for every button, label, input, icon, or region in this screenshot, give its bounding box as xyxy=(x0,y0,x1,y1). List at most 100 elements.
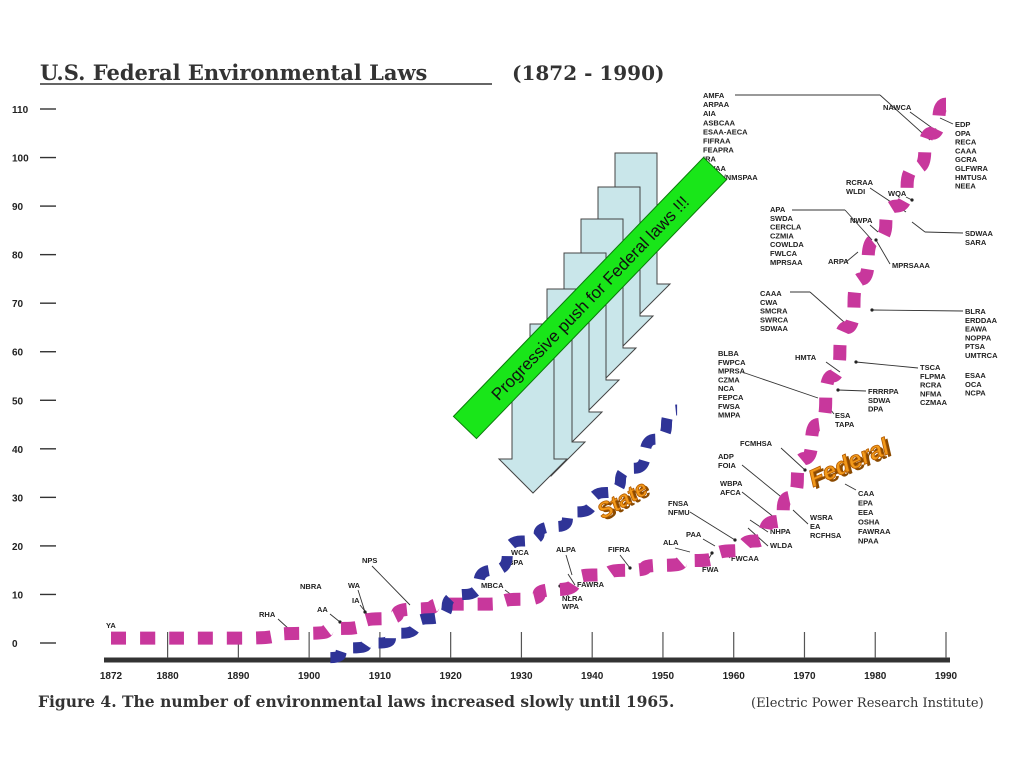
y-tick-label: 40 xyxy=(12,445,24,456)
law-label: NCA xyxy=(718,384,735,393)
y-axis: 0 10 20 30 40 50 60 70 80 90 100 110 xyxy=(12,105,56,650)
law-label: NOPPA xyxy=(965,333,992,342)
law-marker-dot xyxy=(733,538,737,542)
law-label: CZMIA xyxy=(770,231,794,240)
law-marker-dot xyxy=(363,610,367,614)
law-label: FLPMA xyxy=(920,372,946,381)
leader-line xyxy=(879,94,931,141)
law-marker-dot xyxy=(836,388,840,392)
leader-line xyxy=(911,221,926,233)
figure-caption: Figure 4. The number of environmental la… xyxy=(38,692,674,711)
law-label: FAWRA xyxy=(577,580,605,589)
law-label: WBPA xyxy=(720,479,743,488)
law-label: BLRA xyxy=(965,307,986,316)
law-label: AA xyxy=(317,605,328,614)
law-label: APA xyxy=(770,205,786,214)
leader-line xyxy=(565,554,573,576)
law-label: MBCA xyxy=(481,581,504,590)
law-label: SARA xyxy=(965,238,987,247)
law-label: GCRA xyxy=(955,155,978,164)
law-label: WA xyxy=(348,581,361,590)
law-marker-dot xyxy=(803,468,807,472)
law-label: ERDDAA xyxy=(965,316,998,325)
x-tick-label: 1900 xyxy=(298,671,321,682)
leader-line xyxy=(741,371,819,399)
law-label: ESAA-AECA xyxy=(703,127,748,136)
y-tick-label: 10 xyxy=(12,590,24,601)
law-label: RECA xyxy=(955,138,977,147)
law-label: EEA xyxy=(858,508,874,517)
y-tick-label: 70 xyxy=(12,299,24,310)
law-label: FOIA xyxy=(718,461,736,470)
law-marker-dot xyxy=(710,551,714,555)
law-label: CERCLA xyxy=(770,223,802,232)
leader-line xyxy=(837,389,867,392)
x-tick-label: 1890 xyxy=(227,671,250,682)
leader-line xyxy=(567,573,576,586)
law-label: SDWAA xyxy=(760,324,789,333)
x-tick-label: 1940 xyxy=(581,671,604,682)
law-label: TSCA xyxy=(920,363,941,372)
chart-title-range: (1872 - 1990) xyxy=(512,61,664,85)
law-label: EPA xyxy=(858,499,873,508)
leader-line xyxy=(845,251,859,263)
leader-line xyxy=(792,509,809,525)
x-tick-label: 1950 xyxy=(652,671,675,682)
law-label: PAA xyxy=(686,530,702,539)
law-label: YA xyxy=(106,621,116,630)
law-label: CZMAA xyxy=(920,398,948,407)
law-label: EDP xyxy=(955,120,970,129)
law-label: ASBCAA xyxy=(703,118,736,127)
law-label: HMTUSA xyxy=(955,173,988,182)
law-label: CAAA xyxy=(955,146,977,155)
leader-line xyxy=(371,565,411,606)
law-label: IA xyxy=(352,596,360,605)
leader-line xyxy=(780,447,806,471)
law-label: SWDA xyxy=(770,214,793,223)
law-label: AFCA xyxy=(720,488,741,497)
law-label: PTSA xyxy=(965,342,986,351)
y-tick-label: 100 xyxy=(12,154,29,165)
law-label: GLFWRA xyxy=(955,164,988,173)
law-label: NFMU xyxy=(668,508,690,517)
federal-label: Federal xyxy=(804,433,894,493)
law-label: ALPA xyxy=(556,545,576,554)
law-label: FWA xyxy=(702,565,719,574)
federal-wordart: Federal Federal xyxy=(804,433,898,495)
law-label: FIFRA xyxy=(608,545,631,554)
law-label: FEPCA xyxy=(718,393,744,402)
law-label: FCMHSA xyxy=(740,439,773,448)
x-tick-label: 1970 xyxy=(793,671,816,682)
y-tick-label: 60 xyxy=(12,348,24,359)
law-label: FWSA xyxy=(718,402,741,411)
law-label: HMTA xyxy=(795,353,817,362)
chart-title: U.S. Federal Environmental Laws xyxy=(40,60,427,85)
y-tick-label: 30 xyxy=(12,493,24,504)
law-label: UMTRCA xyxy=(965,351,998,360)
leader-line xyxy=(855,361,919,369)
law-label: WPA xyxy=(562,602,580,611)
law-label: IRA xyxy=(703,155,717,164)
law-label: DPA xyxy=(868,405,884,414)
leader-line xyxy=(939,117,954,125)
law-label: SDWA xyxy=(868,396,891,405)
x-tick-label: 1960 xyxy=(723,671,746,682)
law-marker-dot xyxy=(558,584,562,588)
figure-source: (Electric Power Research Institute) xyxy=(751,696,984,711)
leader-line xyxy=(741,464,786,501)
law-label: NFMA xyxy=(920,389,942,398)
leader-line xyxy=(825,361,841,373)
law-label: FAWRAA xyxy=(858,527,891,536)
law-label: TAPA xyxy=(835,420,855,429)
law-label: AMFA xyxy=(703,91,725,100)
leader-line xyxy=(844,483,857,491)
leader-line xyxy=(702,538,716,547)
x-tick-label: 1920 xyxy=(440,671,463,682)
law-label: NLRA xyxy=(562,594,583,603)
law-label: WQA xyxy=(888,189,907,198)
law-label: NBRA xyxy=(300,582,322,591)
leader-line xyxy=(674,547,691,553)
x-tick-label: 1930 xyxy=(510,671,533,682)
law-label: NAPA/NMSPAA xyxy=(703,173,758,182)
law-label: NWPA xyxy=(850,216,873,225)
